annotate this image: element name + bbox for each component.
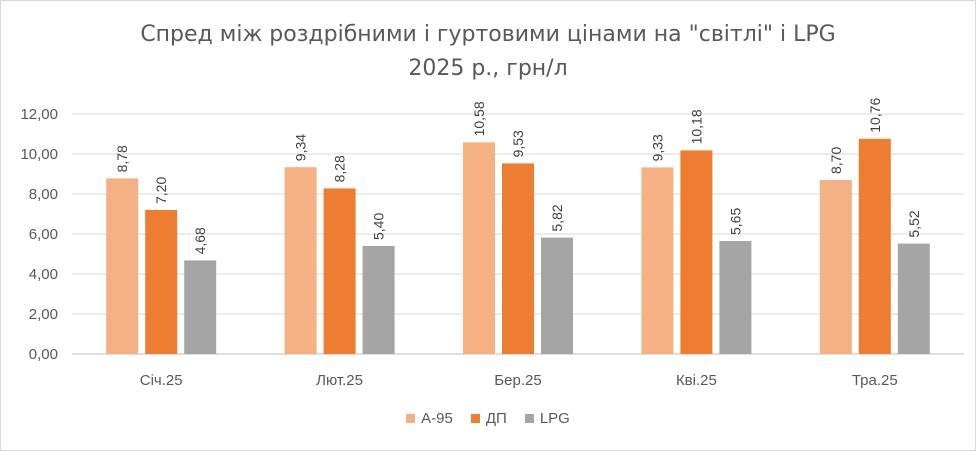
bar: [897, 243, 930, 354]
legend-swatch: [406, 414, 416, 423]
bar: [463, 142, 495, 354]
data-label: 8,28: [332, 155, 348, 182]
bar: [680, 150, 713, 354]
legend-item: А-95: [406, 410, 453, 427]
y-tick-label: 8,00: [29, 186, 58, 203]
chart-title: Спред між роздрібними і гуртовими цінами…: [0, 18, 976, 86]
data-label: 10,76: [867, 98, 883, 133]
y-tick-label: 6,00: [29, 226, 58, 243]
bar: [284, 167, 317, 354]
data-label: 5,52: [906, 210, 922, 237]
bar: [323, 188, 356, 354]
y-tick-label: 2,00: [29, 306, 58, 323]
bar: [858, 138, 891, 354]
bar: [541, 237, 573, 354]
legend-item: ДП: [470, 410, 507, 427]
x-tick-label: Лют.25: [316, 372, 363, 389]
y-tick-label: 4,00: [29, 266, 58, 283]
legend-swatch: [470, 414, 480, 423]
legend-label: ДП: [485, 410, 507, 427]
chart-subtitle: 2025 р., грн/л: [408, 56, 568, 81]
data-label: 9,34: [293, 134, 309, 161]
y-tick-label: 12,00: [20, 106, 58, 123]
bar: [719, 241, 752, 354]
bar: [145, 210, 178, 354]
data-label: 10,58: [471, 101, 487, 136]
bar: [184, 260, 217, 354]
data-label: 4,68: [192, 227, 208, 254]
data-label: 5,40: [371, 213, 387, 240]
data-label: 8,70: [828, 147, 844, 174]
y-tick-label: 0,00: [29, 346, 58, 363]
x-tick-label: Тра.25: [852, 372, 898, 389]
legend-label: А-95: [421, 410, 453, 427]
x-tick-label: Січ.25: [140, 372, 183, 389]
chart-legend: А-95 ДП LPG: [0, 410, 976, 427]
bar: [819, 180, 852, 354]
bar: [502, 163, 534, 354]
y-tick-label: 10,00: [20, 146, 58, 163]
legend-item: LPG: [524, 410, 570, 427]
chart-title-line: Спред між роздрібними і гуртовими цінами…: [140, 22, 836, 47]
legend-label: LPG: [539, 410, 570, 427]
bar: [641, 167, 674, 354]
bar: [106, 178, 139, 354]
data-label: 9,53: [510, 130, 526, 157]
x-tick-label: Кві.25: [676, 372, 717, 389]
data-label: 7,20: [153, 177, 169, 204]
x-tick-label: Бер.25: [494, 372, 541, 389]
data-label: 5,65: [727, 208, 743, 235]
data-label: 8,78: [114, 145, 130, 172]
data-label: 10,18: [688, 109, 704, 144]
data-label: 5,82: [549, 204, 565, 231]
legend-swatch: [524, 414, 534, 423]
data-label: 9,33: [649, 134, 665, 161]
bar: [362, 246, 395, 354]
